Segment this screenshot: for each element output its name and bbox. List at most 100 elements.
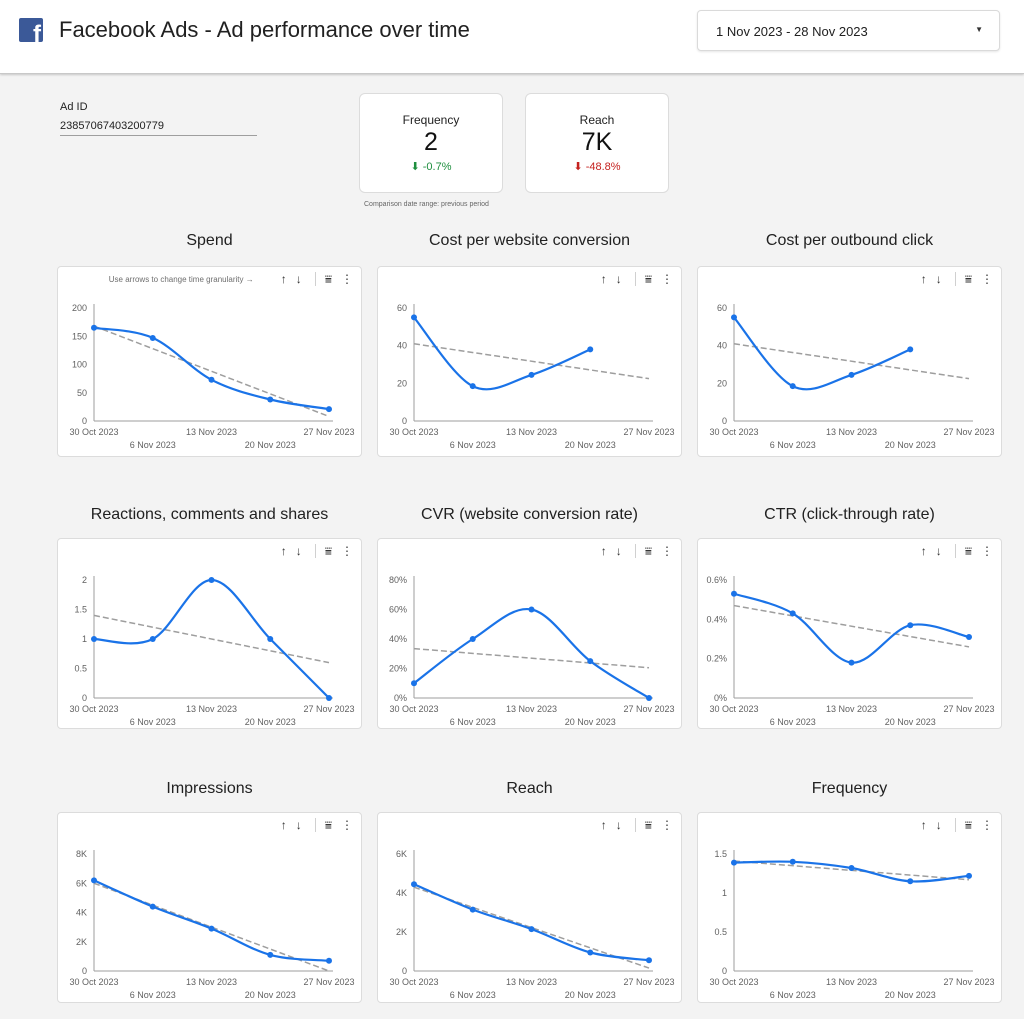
scorecard-frequency: Frequency 2 ⬇ -0.7% — [359, 93, 503, 193]
line-chart: 0 0.5 1 1.5 30 Oct 2023 6 Nov 2023 13 Nov 2023… — [709, 849, 994, 1000]
data-point[interactable] — [149, 636, 156, 642]
data-point[interactable] — [646, 695, 652, 701]
data-point[interactable] — [848, 865, 855, 872]
data-point[interactable] — [789, 858, 796, 865]
filter-icon[interactable]: ⩸ — [644, 818, 652, 832]
more-options-icon[interactable]: ⋮ — [981, 272, 993, 286]
data-point[interactable] — [91, 324, 97, 331]
arrow-up-icon[interactable]: ↑ — [280, 544, 287, 558]
chart-title: Cost per website conversion — [429, 232, 630, 249]
arrow-up-icon[interactable]: ↑ — [280, 272, 287, 286]
data-point[interactable] — [469, 636, 476, 642]
arrow-down-icon[interactable]: ↓ — [615, 544, 622, 558]
more-options-icon[interactable]: ⋮ — [341, 272, 353, 286]
x-tick-label: 30 Oct 2023 — [69, 977, 118, 987]
arrow-down-icon[interactable]: ↓ — [615, 818, 622, 832]
data-point[interactable] — [587, 658, 594, 665]
data-point[interactable] — [208, 577, 215, 583]
data-point[interactable] — [907, 622, 914, 629]
data-point[interactable] — [149, 903, 156, 910]
arrow-up-icon[interactable]: ↑ — [920, 818, 927, 832]
data-point[interactable] — [469, 906, 476, 913]
arrow-up-icon[interactable]: ↑ — [920, 272, 927, 286]
data-point[interactable] — [789, 383, 796, 390]
more-options-icon[interactable]: ⋮ — [661, 272, 673, 286]
arrow-down-icon[interactable]: ↓ — [935, 544, 942, 558]
data-point[interactable] — [848, 371, 855, 378]
data-point[interactable] — [966, 872, 972, 879]
filter-icon[interactable]: ⩸ — [324, 818, 332, 832]
scorecard-value: 2 — [424, 128, 438, 156]
data-point[interactable] — [411, 680, 417, 687]
line-chart: 0 2K 4K 6K 8K 30 Oct 2023 6 Nov 2023 13 Nov 202… — [69, 849, 354, 1000]
y-tick-label: 2K — [76, 937, 87, 947]
filter-icon[interactable]: ⩸ — [644, 544, 652, 558]
data-point[interactable] — [411, 881, 417, 888]
filter-icon[interactable]: ⩸ — [964, 818, 972, 832]
chart-card: ↑ ↓ ⩸ ⋮ 0% 20% 40% 60% 80% 30 Oct 2023 6 Nov 2023 1… — [377, 538, 682, 729]
data-point[interactable] — [848, 659, 855, 666]
x-tick-label: 13 Nov 2023 — [506, 704, 557, 714]
data-point[interactable] — [587, 949, 594, 956]
data-point[interactable] — [208, 925, 215, 932]
data-point[interactable] — [731, 859, 737, 866]
data-point[interactable] — [469, 383, 476, 390]
data-point[interactable] — [731, 314, 737, 321]
data-point[interactable] — [326, 695, 332, 701]
data-point[interactable] — [528, 926, 535, 933]
filter-icon[interactable]: ⩸ — [324, 544, 332, 558]
data-point[interactable] — [789, 610, 796, 617]
y-tick-label: 4K — [396, 888, 407, 898]
arrow-up-icon[interactable]: ↑ — [600, 544, 607, 558]
x-tick-label: 20 Nov 2023 — [565, 717, 616, 727]
data-point[interactable] — [267, 396, 274, 403]
data-point[interactable] — [528, 371, 535, 378]
data-point[interactable] — [646, 957, 652, 964]
data-point[interactable] — [267, 951, 274, 958]
trend-line — [733, 343, 970, 380]
arrow-down-icon[interactable]: ↓ — [615, 272, 622, 286]
data-point[interactable] — [91, 636, 97, 642]
arrow-up-icon[interactable]: ↑ — [280, 818, 287, 832]
date-range-picker[interactable]: 1 Nov 2023 - 28 Nov 2023 ▼ — [697, 10, 1000, 51]
filter-icon[interactable]: ⩸ — [644, 272, 652, 286]
arrow-down-icon[interactable]: ↓ — [295, 272, 302, 286]
more-options-icon[interactable]: ⋮ — [341, 818, 353, 832]
data-point[interactable] — [411, 314, 417, 321]
y-tick-label: 60 — [397, 303, 407, 313]
data-point[interactable] — [907, 878, 914, 885]
data-point[interactable] — [587, 346, 594, 353]
arrow-up-icon[interactable]: ↑ — [600, 818, 607, 832]
data-point[interactable] — [528, 606, 535, 613]
data-point[interactable] — [208, 376, 215, 383]
data-point[interactable] — [326, 957, 332, 964]
data-point[interactable] — [731, 590, 737, 597]
arrow-down-icon[interactable]: ↓ — [295, 818, 302, 832]
series-line — [93, 879, 330, 962]
x-tick-label: 13 Nov 2023 — [186, 704, 237, 714]
filter-icon[interactable]: ⩸ — [964, 544, 972, 558]
arrow-down-icon[interactable]: ↓ — [935, 272, 942, 286]
data-point[interactable] — [267, 636, 274, 642]
data-point[interactable] — [326, 406, 332, 413]
more-options-icon[interactable]: ⋮ — [341, 544, 353, 558]
more-options-icon[interactable]: ⋮ — [981, 818, 993, 832]
data-point[interactable] — [966, 634, 972, 641]
trend-line — [93, 614, 330, 664]
arrow-up-icon[interactable]: ↑ — [600, 272, 607, 286]
filter-icon[interactable]: ⩸ — [964, 272, 972, 286]
arrow-down-icon[interactable]: ↓ — [935, 818, 942, 832]
ad-id-filter[interactable]: Ad ID 23857067403200779 — [60, 101, 257, 136]
x-tick-label: 6 Nov 2023 — [450, 717, 496, 727]
filter-icon[interactable]: ⩸ — [324, 272, 332, 286]
data-point[interactable] — [149, 334, 156, 341]
data-point[interactable] — [91, 877, 97, 884]
more-options-icon[interactable]: ⋮ — [981, 544, 993, 558]
chart-card: ↑ ↓ ⩸ ⋮ 0 20 40 60 30 Oct 2023 6 Nov 2023 13 Nov 2… — [377, 266, 682, 457]
arrow-down-icon[interactable]: ↓ — [295, 544, 302, 558]
arrow-up-icon[interactable]: ↑ — [920, 544, 927, 558]
data-point[interactable] — [907, 346, 914, 353]
more-options-icon[interactable]: ⋮ — [661, 818, 673, 832]
more-options-icon[interactable]: ⋮ — [661, 544, 673, 558]
ad-id-value[interactable]: 23857067403200779 — [60, 120, 257, 136]
